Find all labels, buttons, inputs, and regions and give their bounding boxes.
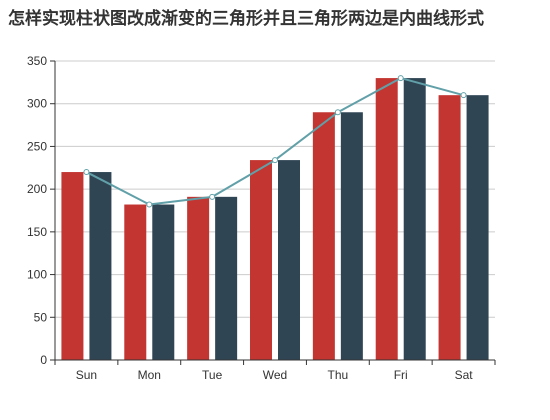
line-point-tue[interactable] xyxy=(209,193,216,200)
y-tick-label-250: 250 xyxy=(27,139,47,153)
y-tick-label-350: 350 xyxy=(27,54,47,68)
bar-series1-mon[interactable] xyxy=(124,204,147,360)
line-point-fri[interactable] xyxy=(397,75,404,82)
y-tick-label-150: 150 xyxy=(27,225,47,239)
x-tick-label-mon: Mon xyxy=(138,368,161,382)
y-tick-label-100: 100 xyxy=(27,268,47,282)
y-tick-label-50: 50 xyxy=(34,310,48,324)
bar-series1-tue[interactable] xyxy=(187,196,210,360)
bar-series2-tue[interactable] xyxy=(215,196,238,360)
bar-series1-sun[interactable] xyxy=(61,172,84,360)
bar-series1-fri[interactable] xyxy=(375,78,398,360)
axes: 0 50 100 150 200 250 300 350 Sun Mon Tue Wed Thu Fri S… xyxy=(27,54,496,382)
bar-series2-mon[interactable] xyxy=(152,204,175,360)
x-tick-label-tue: Tue xyxy=(202,368,223,382)
x-tick-label-fri: Fri xyxy=(394,368,408,382)
bars xyxy=(61,78,489,361)
x-tick-label-sun: Sun xyxy=(76,368,97,382)
line-point-mon[interactable] xyxy=(146,201,153,208)
bar-series1-wed[interactable] xyxy=(250,160,272,360)
line-point-thu[interactable] xyxy=(334,109,341,116)
bar-series2-sat[interactable] xyxy=(466,95,489,361)
bar-series2-wed[interactable] xyxy=(278,160,300,360)
bar-series2-fri[interactable] xyxy=(403,78,426,360)
bar-series1-sat[interactable] xyxy=(438,95,461,361)
y-tick-label-300: 300 xyxy=(27,97,47,111)
x-tick-label-sat: Sat xyxy=(455,368,474,382)
chart-title: 怎样实现柱状图改成渐变的三角形并且三角形两边是内曲线形式 xyxy=(8,9,484,29)
x-tick-label-thu: Thu xyxy=(328,368,349,382)
line-point-wed[interactable] xyxy=(272,157,278,164)
y-tick-label-0: 0 xyxy=(40,353,47,367)
y-tick-label-200: 200 xyxy=(27,182,47,196)
line-series xyxy=(83,75,467,208)
bar-series2-sun[interactable] xyxy=(89,172,112,360)
bar-series1-thu[interactable] xyxy=(312,112,335,360)
x-tick-label-wed: Wed xyxy=(263,368,287,382)
line-point-sat[interactable] xyxy=(460,92,467,99)
line-point-sun[interactable] xyxy=(83,169,90,176)
bar-series2-thu[interactable] xyxy=(340,112,363,360)
